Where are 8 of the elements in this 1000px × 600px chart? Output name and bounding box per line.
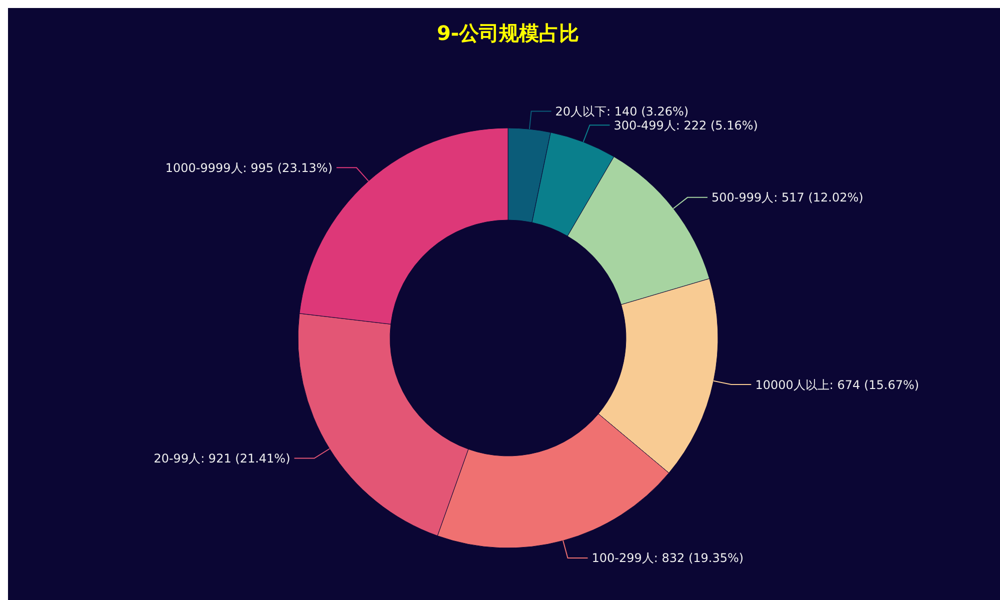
slice-label: 20-99人: 921 (21.41%) [154,451,290,466]
slice-label: 10000人以上: 674 (15.67%) [755,378,920,392]
slice-label: 500-999人: 517 (12.02%) [712,190,864,205]
slice-label: 300-499人: 222 (5.16%) [614,118,758,132]
slice-label: 100-299人: 832 (19.35%) [592,551,744,566]
chart-title: 9-公司规模占比 [436,21,580,45]
slice-label: 1000-9999人: 995 (23.13%) [165,160,332,175]
slice-label: 20人以下: 140 (3.26%) [555,104,689,118]
